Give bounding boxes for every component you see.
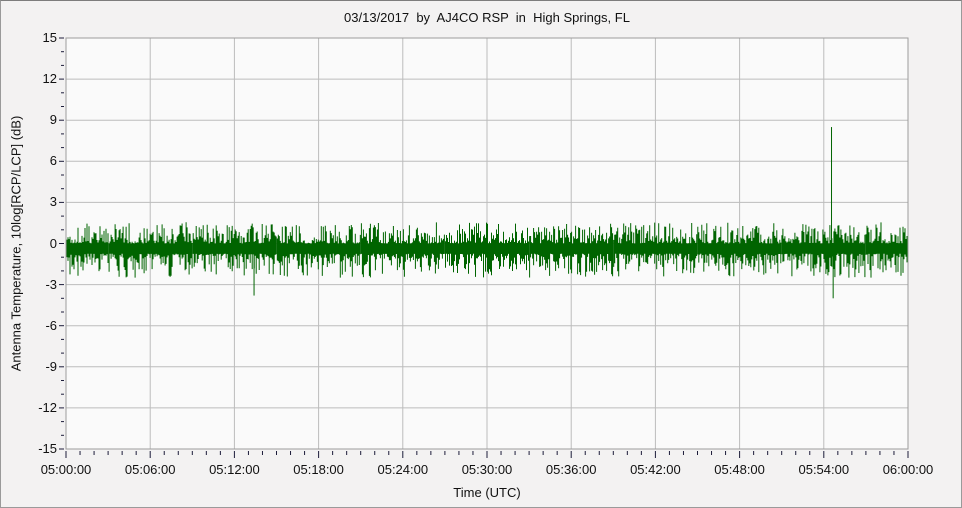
y-tick-label: -6 — [45, 317, 57, 333]
x-tick-label: 05:54:00 — [798, 462, 850, 477]
y-tick-label: 0 — [49, 235, 57, 251]
y-tick-label: 12 — [42, 71, 57, 87]
y-tick-label: 6 — [49, 153, 57, 169]
x-tick-label: 05:00:00 — [40, 462, 92, 477]
y-tick-label: 15 — [42, 30, 57, 45]
y-tick-label: 9 — [49, 112, 57, 128]
y-tick-label: -12 — [38, 399, 57, 415]
x-tick-label: 05:42:00 — [630, 462, 681, 477]
y-tick-label: -9 — [45, 358, 57, 374]
x-tick-label: 05:24:00 — [377, 462, 429, 477]
x-tick-label: 05:36:00 — [545, 462, 597, 477]
y-tick-label: -3 — [45, 276, 57, 292]
plot-border — [65, 37, 909, 450]
x-axis-label: Time (UTC) — [453, 485, 521, 500]
x-tick-label: 05:30:00 — [461, 462, 513, 477]
x-tick-label: 05:48:00 — [714, 462, 765, 477]
x-tick-label: 05:18:00 — [293, 462, 344, 477]
chart-title: 03/13/2017 by AJ4CO RSP in High Springs,… — [344, 10, 630, 25]
y-tick-label: 3 — [49, 194, 57, 210]
y-tick-label: -15 — [38, 441, 57, 456]
x-tick-label: 05:06:00 — [124, 462, 176, 477]
x-tick-label: 06:00:00 — [882, 462, 934, 477]
x-tick-label: 05:12:00 — [209, 462, 260, 477]
